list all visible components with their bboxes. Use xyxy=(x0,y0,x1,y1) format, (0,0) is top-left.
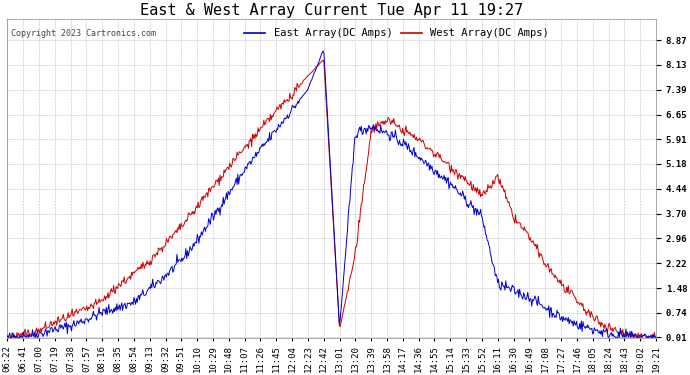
Title: East & West Array Current Tue Apr 11 19:27: East & West Array Current Tue Apr 11 19:… xyxy=(140,3,523,18)
Text: Copyright 2023 Cartronics.com: Copyright 2023 Cartronics.com xyxy=(10,28,155,38)
Legend: East Array(DC Amps), West Array(DC Amps): East Array(DC Amps), West Array(DC Amps) xyxy=(240,24,553,42)
